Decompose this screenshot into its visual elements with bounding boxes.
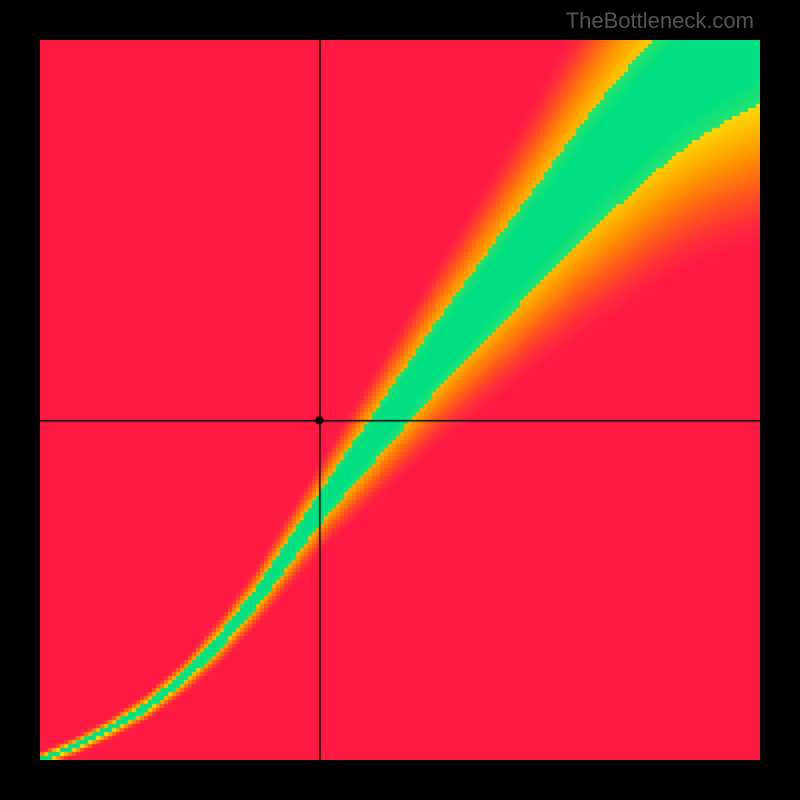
heatmap-canvas <box>40 40 760 760</box>
watermark-text: TheBottleneck.com <box>566 8 754 34</box>
figure-root: TheBottleneck.com <box>0 0 800 800</box>
